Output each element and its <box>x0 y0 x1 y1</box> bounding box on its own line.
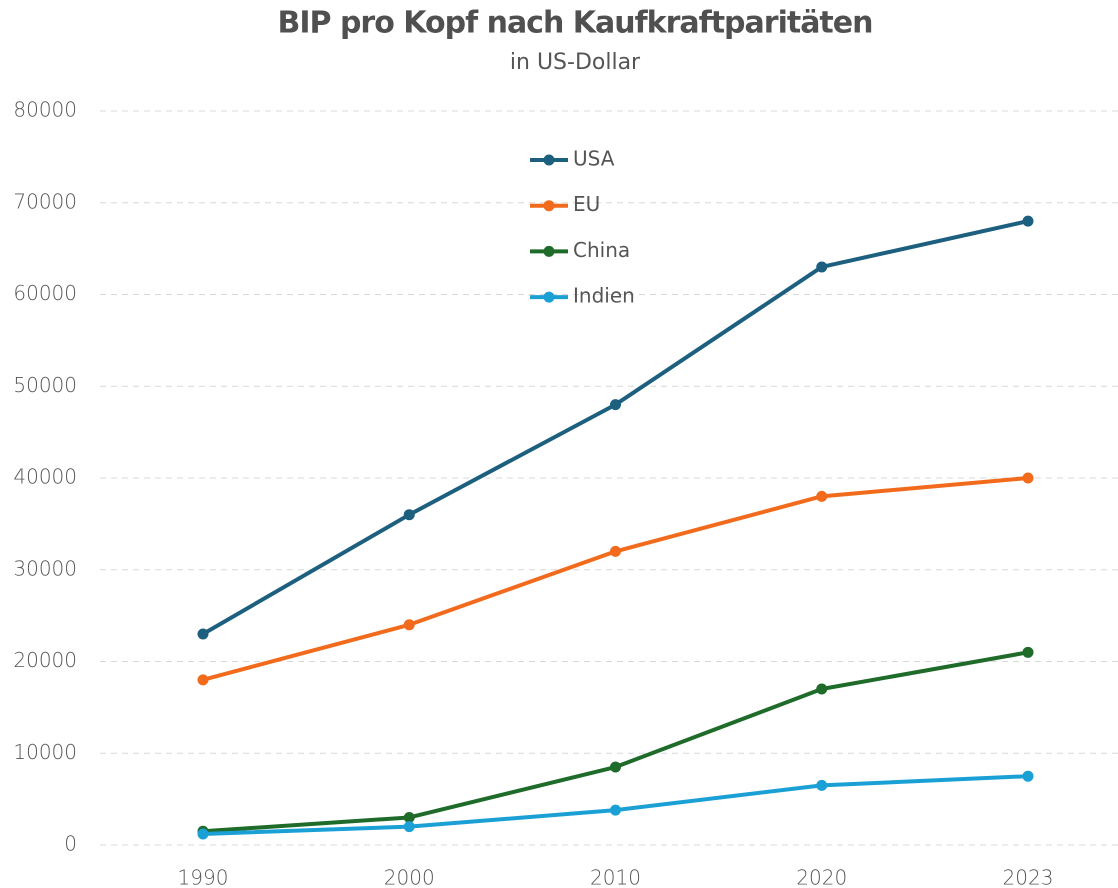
y-tick-label: 40000 <box>13 465 77 489</box>
chart-subtitle: in US-Dollar <box>510 50 641 75</box>
data-point <box>197 674 209 686</box>
y-tick-label: 30000 <box>13 556 77 580</box>
data-point <box>1022 472 1034 484</box>
y-tick-label: 60000 <box>13 281 77 305</box>
x-tick-label: 2023 <box>1003 866 1054 888</box>
y-tick-label: 20000 <box>13 648 77 672</box>
legend-marker <box>543 154 555 166</box>
data-point <box>403 811 415 823</box>
legend-marker <box>543 245 555 257</box>
legend-label: China <box>573 238 630 262</box>
x-tick-label: 2010 <box>590 866 641 888</box>
data-point <box>1022 215 1034 227</box>
data-point <box>816 490 828 502</box>
data-point <box>816 779 828 791</box>
y-tick-label: 50000 <box>13 373 77 397</box>
data-point <box>1022 646 1034 658</box>
chart-title: BIP pro Kopf nach Kaufkraftparitäten <box>278 6 873 41</box>
series-line <box>202 476 1029 682</box>
y-tick-label: 80000 <box>13 98 77 122</box>
legend-label: EU <box>573 192 600 216</box>
data-point <box>403 509 415 521</box>
data-point <box>197 828 209 840</box>
data-point <box>197 628 209 640</box>
x-tick-label: 1990 <box>178 866 229 888</box>
x-tick-label: 2020 <box>796 866 847 888</box>
data-point <box>1022 770 1034 782</box>
y-tick-label: 70000 <box>13 189 77 213</box>
data-point <box>816 261 828 273</box>
legend-marker <box>543 291 555 303</box>
y-tick-label: 10000 <box>13 740 77 764</box>
data-point <box>610 804 621 816</box>
data-point <box>610 761 621 773</box>
y-tick-label: 0 <box>64 832 77 856</box>
data-point <box>610 545 621 557</box>
data-point <box>403 821 415 833</box>
legend-label: Indien <box>573 284 635 308</box>
legend-label: USA <box>573 147 615 171</box>
legend-marker <box>543 200 555 212</box>
data-point <box>403 619 415 631</box>
series-line <box>202 650 1029 834</box>
x-tick-label: 2000 <box>384 866 435 888</box>
data-point <box>816 683 828 695</box>
data-point <box>610 399 621 411</box>
